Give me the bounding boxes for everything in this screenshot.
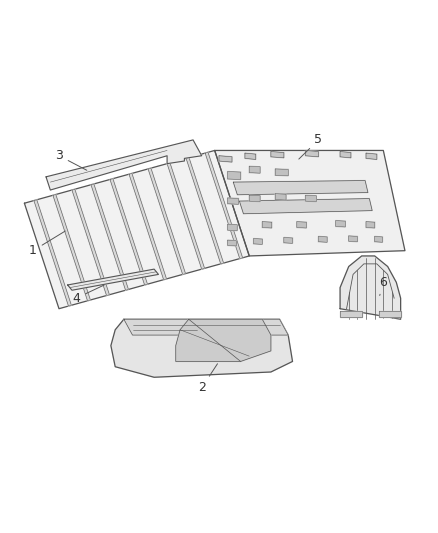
- Polygon shape: [176, 319, 271, 361]
- Polygon shape: [148, 168, 186, 274]
- Polygon shape: [275, 169, 288, 176]
- Polygon shape: [305, 150, 318, 157]
- Polygon shape: [124, 319, 288, 335]
- Polygon shape: [219, 156, 232, 162]
- Polygon shape: [186, 158, 223, 264]
- Polygon shape: [271, 151, 284, 158]
- Polygon shape: [167, 163, 205, 269]
- Polygon shape: [67, 269, 159, 290]
- Polygon shape: [340, 311, 362, 317]
- Text: 5: 5: [299, 133, 322, 159]
- Polygon shape: [25, 150, 249, 309]
- Polygon shape: [349, 236, 357, 241]
- Polygon shape: [297, 222, 306, 228]
- Polygon shape: [111, 319, 293, 377]
- Polygon shape: [305, 195, 316, 201]
- Polygon shape: [262, 222, 272, 228]
- Polygon shape: [205, 152, 243, 259]
- Polygon shape: [340, 256, 401, 319]
- Polygon shape: [284, 238, 293, 243]
- Text: 2: 2: [198, 364, 218, 394]
- Text: 6: 6: [379, 276, 387, 295]
- Polygon shape: [245, 153, 256, 159]
- Polygon shape: [46, 140, 202, 190]
- Polygon shape: [53, 195, 90, 301]
- Polygon shape: [129, 173, 166, 280]
- Polygon shape: [249, 166, 260, 173]
- Polygon shape: [336, 221, 345, 227]
- Polygon shape: [228, 224, 237, 231]
- Polygon shape: [233, 181, 368, 195]
- Polygon shape: [110, 179, 148, 285]
- Polygon shape: [215, 150, 405, 256]
- Polygon shape: [228, 198, 238, 204]
- Polygon shape: [228, 240, 236, 246]
- Polygon shape: [340, 151, 351, 158]
- Polygon shape: [366, 222, 374, 228]
- Polygon shape: [275, 193, 286, 200]
- Polygon shape: [249, 195, 260, 201]
- Text: 1: 1: [29, 231, 65, 257]
- Polygon shape: [34, 200, 71, 306]
- Polygon shape: [318, 237, 327, 242]
- Polygon shape: [72, 189, 110, 295]
- Text: 3: 3: [55, 149, 87, 170]
- Polygon shape: [379, 311, 401, 317]
- Text: 4: 4: [72, 285, 104, 305]
- Polygon shape: [366, 153, 377, 159]
- Polygon shape: [228, 172, 240, 180]
- Polygon shape: [254, 239, 262, 244]
- Polygon shape: [240, 199, 372, 214]
- Polygon shape: [374, 237, 382, 242]
- Polygon shape: [91, 184, 128, 290]
